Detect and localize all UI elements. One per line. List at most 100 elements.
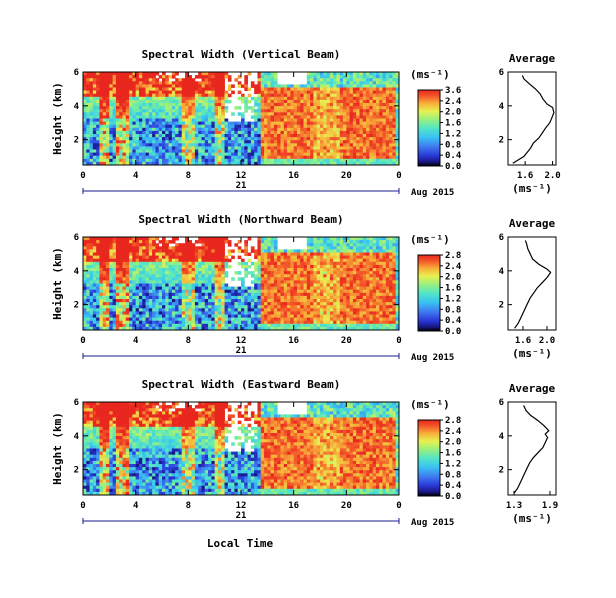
heatmap-cell: [267, 252, 272, 256]
heatmap-cell: [83, 283, 87, 287]
heatmap-cell: [267, 302, 272, 306]
heatmap-cell: [135, 320, 140, 325]
heatmap-cell: [300, 268, 304, 272]
heatmap-cell: [112, 143, 117, 147]
heatmap-cell: [122, 115, 127, 119]
heatmap-cell: [310, 258, 314, 263]
heatmap-cell: [244, 161, 248, 166]
heatmap-cell: [214, 134, 219, 138]
heatmap-cell: [132, 121, 137, 126]
heatmap-cell: [138, 140, 143, 144]
heatmap-cell: [264, 243, 268, 247]
heatmap-cell: [326, 246, 331, 250]
heatmap-cell: [181, 81, 186, 85]
heatmap-cell: [86, 237, 90, 241]
heatmap-cell: [142, 295, 146, 300]
heatmap-cell: [379, 78, 383, 82]
heatmap-cell: [395, 137, 400, 141]
heatmap-cell: [106, 149, 110, 153]
heatmap-cell: [125, 115, 130, 119]
heatmap-cell: [165, 240, 169, 244]
heatmap-cell: [264, 305, 268, 309]
heatmap-cell: [106, 161, 110, 166]
heatmap-cell: [194, 118, 199, 122]
heatmap-cell: [224, 286, 229, 291]
heatmap-cell: [254, 143, 258, 147]
heatmap-cell: [112, 280, 117, 284]
heatmap-cell: [86, 320, 90, 325]
heatmap-cell: [316, 109, 321, 113]
heatmap-cell: [270, 146, 275, 150]
heatmap-cell: [178, 124, 183, 129]
heatmap-cell: [106, 326, 110, 331]
heatmap-cell: [168, 75, 173, 79]
heatmap-cell: [260, 320, 265, 325]
heatmap-cell: [92, 289, 97, 294]
heatmap-cell: [277, 286, 281, 291]
heatmap-cell: [260, 137, 265, 141]
heatmap-cell: [296, 249, 301, 253]
heatmap-cell: [122, 308, 127, 312]
heatmap-cell: [181, 121, 186, 126]
heatmap-cell: [214, 130, 219, 135]
heatmap-cell: [290, 115, 295, 119]
heatmap-cell: [395, 140, 400, 144]
heatmap-cell: [155, 261, 160, 266]
heatmap-cell: [83, 268, 87, 272]
heatmap-cell: [329, 237, 334, 241]
heatmap-cell: [129, 134, 133, 138]
heatmap-cell: [375, 140, 380, 144]
heatmap-cell: [346, 118, 351, 122]
heatmap-cell: [273, 149, 278, 153]
heatmap-cell: [224, 109, 229, 113]
heatmap-cell: [287, 96, 291, 101]
heatmap-cell: [224, 72, 229, 76]
heatmap-cell: [138, 137, 143, 141]
heatmap-cell: [339, 75, 344, 79]
heatmap-cell: [306, 271, 311, 275]
heatmap-cell: [191, 255, 196, 260]
heatmap-cell: [366, 112, 370, 116]
heatmap-cell: [323, 84, 327, 88]
heatmap-cell: [138, 305, 143, 309]
heatmap-cell: [171, 286, 176, 291]
heatmap-cell: [224, 308, 229, 312]
heatmap-cell: [138, 78, 143, 82]
heatmap-cell: [244, 143, 248, 147]
heatmap-cell: [162, 261, 166, 266]
heatmap-cell: [129, 93, 133, 98]
heatmap-cell: [339, 143, 344, 147]
heatmap-cell: [92, 320, 97, 325]
heatmap-cell: [250, 311, 255, 315]
heatmap-cell: [320, 271, 324, 275]
heatmap-cell: [333, 106, 337, 110]
heatmap-cell: [92, 96, 97, 101]
heatmap-cell: [264, 283, 268, 287]
heatmap-cell: [260, 240, 265, 244]
heatmap-cell: [208, 292, 212, 297]
heatmap-cell: [102, 106, 107, 110]
heatmap-cell: [336, 137, 341, 141]
heatmap-cell: [99, 246, 104, 250]
heatmap-cell: [244, 295, 248, 300]
heatmap-cell: [369, 99, 374, 104]
heatmap-cell: [260, 308, 265, 312]
heatmap-cell: [313, 308, 318, 312]
heatmap-cell: [185, 155, 189, 160]
heatmap-cell: [145, 143, 150, 147]
heatmap-cell: [356, 134, 360, 138]
heatmap-cell: [135, 84, 140, 88]
heatmap-cell: [303, 302, 308, 306]
heatmap-cell: [287, 261, 291, 266]
heatmap-cell: [152, 264, 156, 269]
heatmap-cell: [211, 261, 216, 266]
heatmap-cell: [125, 280, 130, 284]
heatmap-cell: [270, 124, 275, 129]
heatmap-cell: [372, 143, 377, 147]
heatmap-cell: [175, 127, 179, 132]
heatmap-cell: [171, 96, 176, 101]
heatmap-cell: [181, 255, 186, 260]
heatmap-cell: [125, 271, 130, 275]
heatmap-cell: [106, 299, 110, 303]
heatmap-cell: [148, 109, 153, 113]
